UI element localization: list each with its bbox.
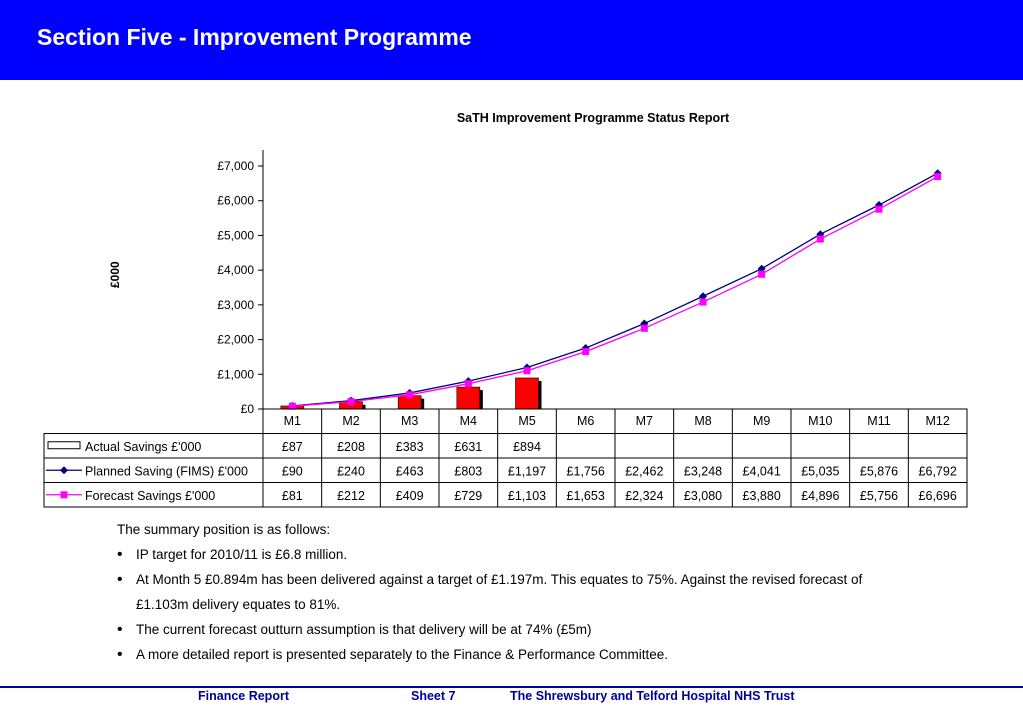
forecast-savings-point <box>464 380 472 388</box>
footer-report-name: Finance Report <box>198 689 289 703</box>
table-value-cell: £212 <box>337 489 365 503</box>
x-category-label: M11 <box>867 414 890 428</box>
footer-sheet-number: Sheet 7 <box>411 689 456 703</box>
x-category-label: M5 <box>518 414 535 428</box>
x-category-label: M6 <box>577 414 594 428</box>
x-category-label: M3 <box>401 414 418 428</box>
y-tick-label: £2,000 <box>217 333 254 347</box>
x-category-label: M8 <box>694 414 711 428</box>
actual-savings-bar <box>515 377 539 410</box>
chart-title: SaTH Improvement Programme Status Report <box>456 111 730 125</box>
table-value-cell: £409 <box>396 489 424 503</box>
table-value-cell: £81 <box>282 489 303 503</box>
y-tick-label: £0 <box>241 402 255 416</box>
x-category-label: M10 <box>808 414 832 428</box>
table-value-cell: £90 <box>282 464 303 478</box>
table-value-cell: £208 <box>337 440 365 454</box>
improvement-chart: £0 £1,000 £2,000 £3,000 £4,000 £5,000 £6,000 £7… <box>43 150 968 508</box>
table-value-cell: £6,792 <box>919 464 957 478</box>
y-tick-label: £1,000 <box>217 367 254 381</box>
summary-bullet-report: A more detailed report is presented sepa… <box>117 646 882 664</box>
summary-bullet-month5: At Month 5 £0.894m has been delivered ag… <box>117 571 882 589</box>
forecast-savings-point <box>582 348 590 356</box>
table-value-cell: £2,324 <box>625 489 663 503</box>
table-value-cell: £4,041 <box>743 464 781 478</box>
page-title: Section Five - Improvement Programme <box>37 24 472 50</box>
legend-key-square <box>60 491 68 499</box>
table-value-cell: £1,653 <box>567 489 605 503</box>
table-value-cell: £5,876 <box>860 464 898 478</box>
table-value-cell: £4,896 <box>801 489 839 503</box>
x-category-label: M1 <box>284 414 301 428</box>
x-category-label: M4 <box>460 414 477 428</box>
forecast-savings-point <box>640 324 648 332</box>
x-category-label: M12 <box>926 414 950 428</box>
table-value-cell: £383 <box>396 440 424 454</box>
table-value-cell: £463 <box>396 464 424 478</box>
table-value-cell: £3,248 <box>684 464 722 478</box>
table-value-cell: £240 <box>337 464 365 478</box>
forecast-savings-line <box>292 175 938 407</box>
header-bar: Section Five - Improvement Programme <box>0 0 1023 80</box>
planned-saving-line <box>292 172 938 407</box>
forecast-savings-point <box>406 391 414 399</box>
table-value-cell: £894 <box>513 440 541 454</box>
y-tick-label: £3,000 <box>217 298 254 312</box>
forecast-savings-point <box>875 205 883 213</box>
table-value-cell: £87 <box>282 440 303 454</box>
forecast-savings-point <box>934 173 942 181</box>
planned-saving-point <box>757 264 766 273</box>
table-value-cell: £1,197 <box>508 464 546 478</box>
x-category-label: M7 <box>636 414 653 428</box>
table-value-cell: £3,080 <box>684 489 722 503</box>
summary-section: The summary position is as follows: IP t… <box>117 521 882 671</box>
planned-saving-point <box>699 292 707 301</box>
table-value-cell: £3,880 <box>743 489 781 503</box>
forecast-savings-point <box>288 402 296 410</box>
table-value-cell: £5,756 <box>860 489 898 503</box>
summary-bullet-target: IP target for 2010/11 is £6.8 million. <box>117 546 882 564</box>
footer-organisation: The Shrewsbury and Telford Hospital NHS … <box>510 689 795 703</box>
table-value-cell: £1,756 <box>567 464 605 478</box>
table-value-cell: £803 <box>454 464 482 478</box>
y-tick-label: £7,000 <box>217 159 254 173</box>
summary-intro: The summary position is as follows: <box>117 522 331 537</box>
summary-bullet-forecast: The current forecast outturn assumption … <box>117 621 882 639</box>
actual-savings-bar <box>456 386 481 410</box>
forecast-savings-point <box>758 270 766 278</box>
x-category-label: M9 <box>753 414 770 428</box>
forecast-savings-point <box>347 398 355 406</box>
table-value-cell: £2,462 <box>625 464 663 478</box>
table-value-cell: £631 <box>454 440 482 454</box>
table-value-cell: £1,103 <box>508 489 546 503</box>
footer-divider <box>0 686 1023 688</box>
table-value-cell: £729 <box>454 489 482 503</box>
forecast-savings-point <box>699 298 707 306</box>
legend-series-name: Forecast Savings £'000 <box>85 489 215 503</box>
summary-bullet-month5-continued: £1.103m delivery equates to 81%. <box>136 597 341 612</box>
forecast-savings-point <box>816 235 824 243</box>
y-tick-label: £4,000 <box>217 263 254 277</box>
table-value-cell: £5,035 <box>801 464 839 478</box>
y-tick-label: £5,000 <box>217 228 254 242</box>
x-category-label: M2 <box>342 414 359 428</box>
forecast-savings-point <box>523 367 531 375</box>
legend-key-actual <box>47 441 81 450</box>
y-tick-label: £6,000 <box>217 194 254 208</box>
table-value-cell: £6,696 <box>919 489 957 503</box>
legend-series-name: Actual Savings £'000 <box>85 440 201 454</box>
legend-key-diamond <box>60 466 68 475</box>
legend-series-name: Planned Saving (FIMS) £'000 <box>85 464 248 478</box>
